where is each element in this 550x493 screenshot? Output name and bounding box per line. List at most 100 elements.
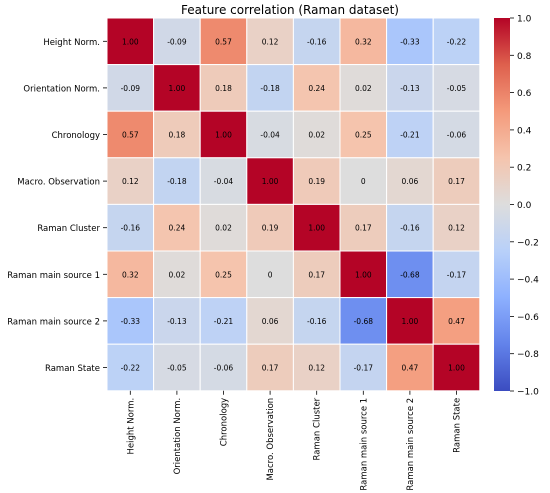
heatmap-cell	[199, 297, 248, 345]
heatmap-cell	[432, 17, 481, 66]
cell-value-label: -0.05	[167, 364, 187, 373]
heatmap-cell	[292, 157, 341, 205]
heatmap-cell	[432, 203, 481, 252]
heatmap-cells	[106, 17, 481, 392]
heatmap-cell	[106, 297, 155, 345]
cell-value-label: -0.16	[307, 317, 327, 326]
cell-value-label: 1.00	[262, 177, 279, 186]
y-tick-label: Raman main source 2	[7, 317, 100, 327]
colorbar: 1.0 0.8 0.6 0.4 0.2 0.0 −0.2 −0.4 −0.6 −0.8 −1.0	[494, 15, 539, 398]
cell-value-label: -0.33	[400, 37, 420, 46]
cell-value-label: 0.25	[215, 270, 232, 279]
cell-value-label: -0.21	[400, 131, 420, 140]
cell-value-label: -0.18	[167, 177, 187, 186]
cell-value-label: -0.22	[447, 37, 467, 46]
colorbar-tick-label: 0.4	[517, 126, 532, 136]
cell-value-label: -0.68	[354, 317, 374, 326]
colorbar-tick-label: −0.6	[517, 313, 539, 323]
cell-value-label: 1.00	[169, 84, 186, 93]
heatmap-cell	[246, 64, 294, 112]
cell-value-label: 1.00	[402, 317, 419, 326]
heatmap-cell	[432, 64, 481, 112]
cell-value-label: 0.32	[122, 270, 139, 279]
cell-value-label: 0.47	[448, 317, 465, 326]
cell-value-label: -0.33	[121, 317, 141, 326]
heatmap-cell	[199, 157, 248, 205]
cell-value-label: 1.00	[215, 131, 232, 140]
heatmap-cell	[246, 110, 294, 159]
heatmap-cell	[246, 203, 294, 252]
heatmap-cell	[432, 297, 481, 345]
cell-value-label: 0.02	[308, 131, 325, 140]
cell-value-label: 0	[268, 270, 273, 279]
x-axis-ticks: Height Norm. Orientation Norm. Chronology M…	[126, 390, 463, 491]
colorbar-tick-label: 0.0	[517, 201, 532, 211]
heatmap-cell	[153, 250, 201, 299]
colorbar-tick-label: 0.8	[517, 52, 532, 62]
cell-value-label: 0.12	[262, 37, 279, 46]
heatmap-cell	[153, 17, 201, 66]
y-tick-label: Orientation Norm.	[23, 84, 100, 94]
cell-value-label: 0.47	[402, 364, 419, 373]
heatmap-cell	[339, 64, 388, 112]
cell-value-label: 0.32	[355, 37, 372, 46]
cell-value-label: 0.18	[215, 84, 232, 93]
heatmap-cell	[199, 110, 248, 159]
heatmap-cell	[386, 203, 434, 252]
cell-value-label: -0.17	[354, 364, 374, 373]
heatmap-cell	[339, 17, 388, 66]
heatmap-cell	[246, 157, 294, 205]
y-tick-label: Chronology	[52, 131, 100, 141]
cell-value-label: -0.22	[121, 364, 141, 373]
x-tick-label: Height Norm.	[126, 398, 136, 455]
heatmap-cell	[386, 157, 434, 205]
heatmap-cell	[339, 297, 388, 345]
cell-value-label: -0.09	[121, 84, 141, 93]
cell-value-label: -0.68	[400, 270, 420, 279]
colorbar-tick-label: −1.0	[517, 388, 539, 398]
cell-value-label: 1.00	[355, 270, 372, 279]
cell-value-label: -0.04	[214, 177, 234, 186]
cell-value-label: 0.19	[262, 224, 279, 233]
y-axis-ticks: Height Norm. Orientation Norm. Chronology M…	[7, 38, 107, 374]
heatmap-cell	[292, 250, 341, 299]
y-tick-label: Height Norm.	[43, 38, 100, 48]
x-tick-label: Macro. Observation	[266, 398, 276, 481]
cell-value-label: 0.12	[448, 224, 465, 233]
heatmap-cell	[386, 250, 434, 299]
cell-value-label: 1.00	[448, 364, 465, 373]
colorbar-bar	[494, 18, 510, 391]
cell-value-label: 0.06	[402, 177, 419, 186]
cell-value-label: 0.57	[122, 131, 139, 140]
colorbar-tick-label: −0.2	[517, 238, 539, 248]
cell-value-label: 0.57	[215, 37, 232, 46]
colorbar-tick-label: 0.2	[517, 164, 531, 174]
heatmap-cell	[153, 64, 201, 112]
cell-value-label: 0.02	[169, 270, 186, 279]
y-tick-label: Raman Cluster	[37, 224, 100, 234]
heatmap-cell	[339, 110, 388, 159]
cell-value-label: -0.16	[400, 224, 420, 233]
colorbar-tick-label: 0.6	[517, 89, 532, 99]
cell-value-label: -0.16	[121, 224, 141, 233]
x-tick-label: Raman main source 1	[359, 398, 369, 491]
x-tick-label: Orientation Norm.	[173, 398, 183, 475]
cell-value-label: -0.17	[447, 270, 467, 279]
chart-title: Feature correlation (Raman dataset)	[181, 3, 399, 17]
cell-value-label: -0.18	[260, 84, 280, 93]
heatmap-cell	[153, 110, 201, 159]
cell-value-label: 0.12	[122, 177, 139, 186]
heatmap-cell	[432, 250, 481, 299]
x-tick-label: Chronology	[220, 398, 230, 446]
heatmap-cell	[199, 17, 248, 66]
cell-value-label: 0.18	[169, 131, 186, 140]
cell-value-label: 0.12	[308, 364, 325, 373]
cell-value-label: -0.06	[214, 364, 234, 373]
heatmap-cell	[153, 297, 201, 345]
cell-value-label: 0.02	[355, 84, 372, 93]
cell-value-label: 0.17	[308, 270, 325, 279]
cell-value-label: -0.05	[447, 84, 467, 93]
heatmap-cell	[292, 297, 341, 345]
cell-value-label: 0.02	[215, 224, 232, 233]
